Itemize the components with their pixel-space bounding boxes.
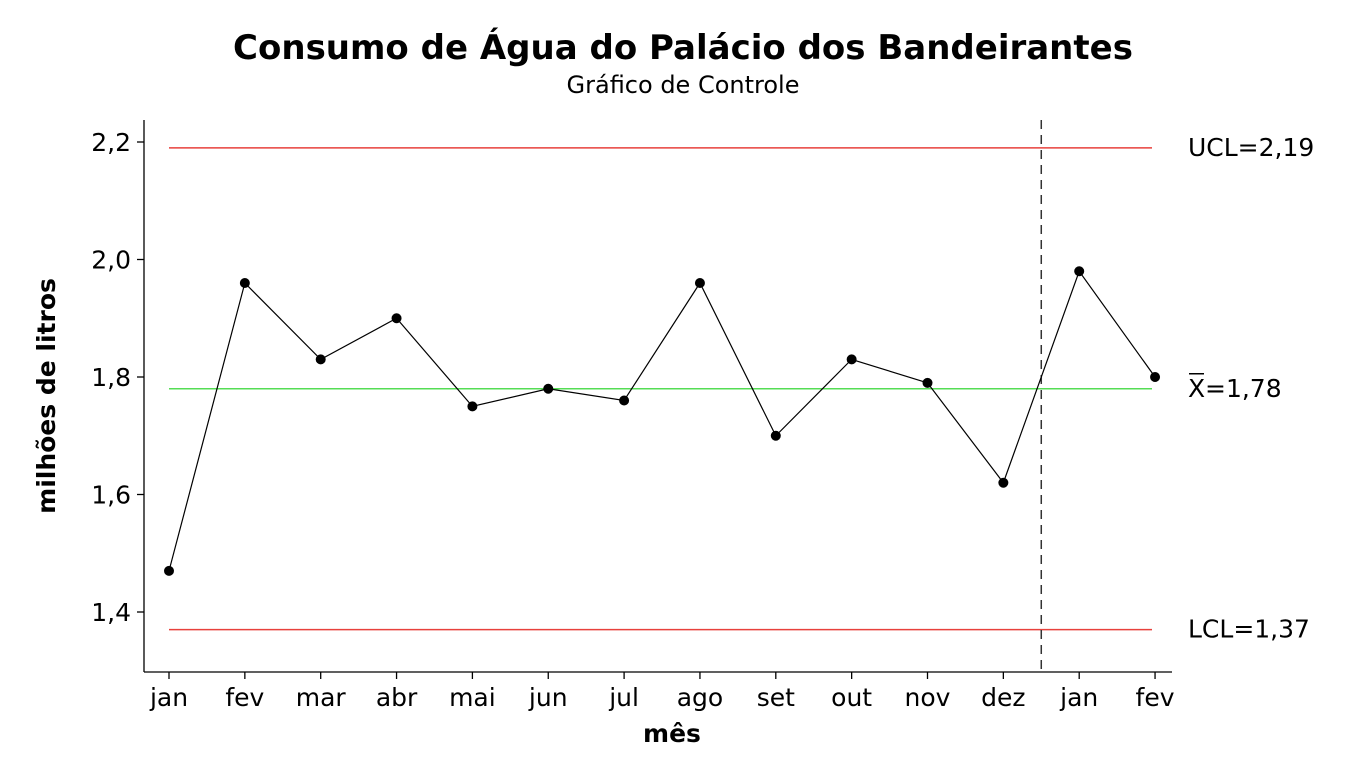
x-tick-label: dez (981, 683, 1025, 712)
x-tick-label: nov (905, 683, 951, 712)
x-tick-label: fev (225, 683, 264, 712)
data-point (1074, 266, 1085, 277)
data-point (315, 354, 326, 365)
x-tick-label: set (757, 683, 795, 712)
center-label-value: =1,78 (1205, 374, 1282, 403)
data-point (543, 383, 554, 394)
data-point (922, 377, 933, 388)
x-tick-label: out (831, 683, 872, 712)
x-tick-label: jun (528, 683, 568, 712)
y-tick-label: 2,2 (91, 128, 131, 157)
y-tick-label: 1,4 (91, 598, 131, 627)
x-tick-label: mar (296, 683, 347, 712)
lcl-label: LCL=1,37 (1188, 615, 1310, 644)
x-tick-label: mai (449, 683, 496, 712)
y-tick-label: 1,6 (91, 481, 131, 510)
chart-subtitle: Gráfico de Controle (567, 71, 800, 99)
data-point (770, 430, 781, 441)
y-tick-label: 1,8 (91, 363, 131, 392)
data-point (694, 278, 705, 288)
data-point (391, 313, 402, 324)
chart-title: Consumo de Água do Palácio dos Bandeiran… (233, 27, 1133, 68)
data-point (239, 278, 250, 288)
y-tick-label: 2,0 (91, 246, 131, 275)
x-tick-label: jan (149, 683, 188, 712)
series-line (168, 269, 1156, 572)
x-tick-label: fev (1136, 683, 1175, 712)
data-point (164, 565, 174, 576)
data-point (846, 354, 857, 365)
data-point (1150, 372, 1161, 382)
x-tick-label: ago (677, 683, 723, 712)
center-label-symbol: X (1188, 374, 1205, 403)
x-axis-title: mês (643, 719, 701, 748)
ucl-label: UCL=2,19 (1188, 133, 1314, 162)
x-tick-label: abr (376, 683, 418, 712)
y-axis-title: milhões de litros (32, 278, 61, 514)
data-point (467, 401, 478, 412)
data-point (998, 477, 1009, 488)
data-point (619, 395, 630, 406)
x-tick-label: jul (608, 683, 639, 712)
plot-area: 1,4 1,6 1,8 2,0 2,2 jan fev mar abr mai jun jul ago s… (91, 120, 1314, 712)
x-tick-label: jan (1059, 683, 1098, 712)
